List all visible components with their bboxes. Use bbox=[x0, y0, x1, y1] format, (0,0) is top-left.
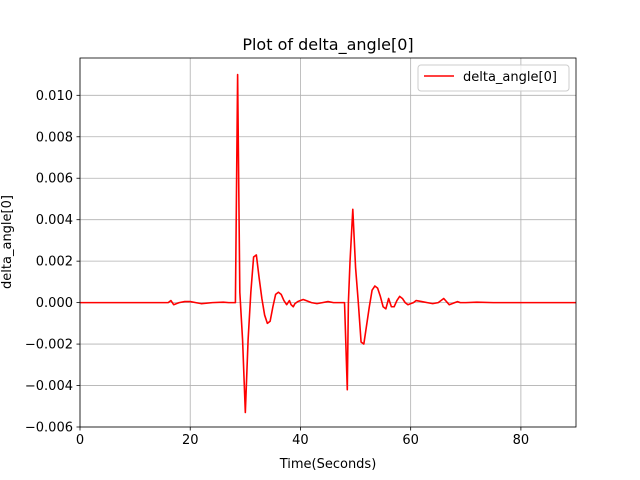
y-tick-label: −0.002 bbox=[25, 338, 73, 353]
chart-title: Plot of delta_angle[0] bbox=[242, 35, 413, 55]
legend: delta_angle[0] bbox=[417, 64, 570, 92]
x-tick-label: 80 bbox=[513, 433, 530, 448]
x-axis-label: Time(Seconds) bbox=[279, 457, 377, 472]
legend-box bbox=[417, 64, 570, 92]
y-tick-label: 0.010 bbox=[36, 89, 73, 104]
y-tick-label: 0.000 bbox=[36, 296, 73, 311]
series-layer bbox=[80, 73, 576, 414]
x-tick-label: 0 bbox=[76, 433, 84, 448]
tick-layer: 0 20 40 60 80 −0.006 −0.004 −0.002 0.000 0.002 0.0… bbox=[25, 89, 529, 448]
legend-label: delta_angle[0] bbox=[463, 70, 557, 85]
plot-frame bbox=[79, 57, 577, 428]
y-tick-label: 0.008 bbox=[36, 130, 73, 145]
y-tick-label: −0.006 bbox=[25, 421, 73, 436]
x-tick-label: 60 bbox=[402, 433, 419, 448]
y-tick-label: −0.004 bbox=[25, 379, 73, 394]
y-tick-label: 0.004 bbox=[36, 213, 73, 228]
y-tick-label: 0.002 bbox=[36, 255, 73, 270]
y-tick-label: 0.006 bbox=[36, 172, 73, 187]
series-line bbox=[80, 73, 576, 414]
y-axis-label: delta_angle[0] bbox=[0, 195, 15, 289]
x-tick-label: 20 bbox=[182, 433, 199, 448]
x-tick-label: 40 bbox=[292, 433, 309, 448]
